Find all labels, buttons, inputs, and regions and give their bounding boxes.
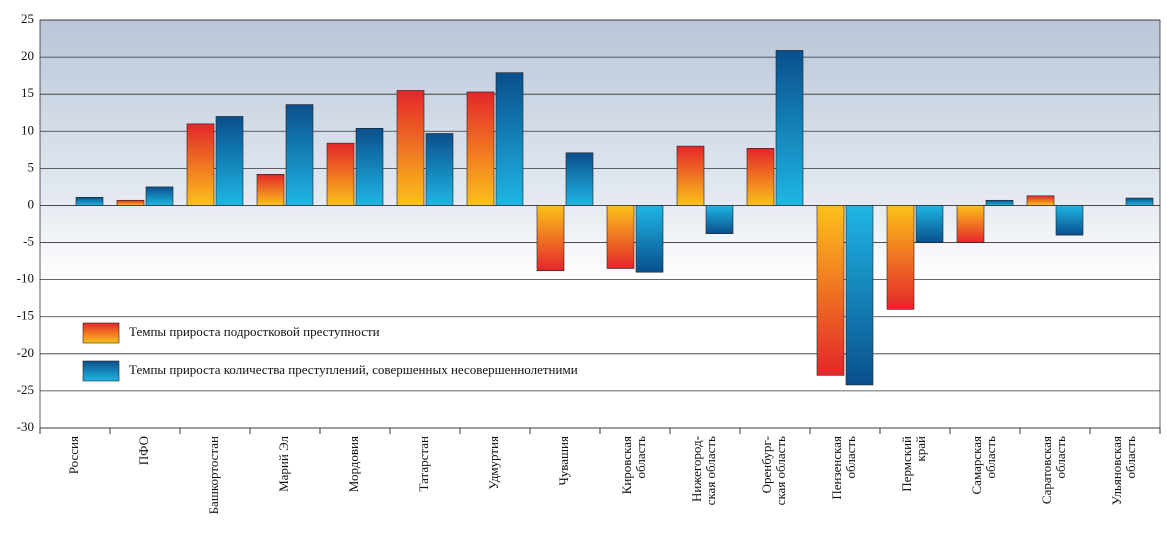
- x-tick-label: Кировская: [619, 436, 634, 494]
- bar: [186, 123, 215, 206]
- bar: [956, 205, 985, 243]
- bar: [495, 72, 524, 206]
- x-tick-label: Чувашия: [556, 436, 571, 486]
- bar: [116, 199, 145, 206]
- bar: [1026, 195, 1055, 206]
- y-tick-label: -5: [23, 234, 34, 249]
- x-tick-label: Россия: [66, 436, 81, 474]
- bar: [565, 152, 594, 206]
- y-tick-label: 0: [28, 196, 35, 211]
- x-tick-label: Мордовия: [346, 436, 361, 492]
- bar: [845, 205, 874, 386]
- x-tick-label: Пензенская: [829, 436, 844, 500]
- bar: [746, 148, 775, 206]
- x-tick-label: область: [1053, 436, 1068, 478]
- bar: [635, 205, 664, 273]
- bar: [985, 199, 1014, 206]
- x-tick-label: область: [843, 436, 858, 478]
- x-tick-label: Оренбург-: [759, 436, 774, 493]
- bar: [676, 145, 705, 206]
- x-tick-label: Татарстан: [416, 436, 431, 492]
- legend-label: Темпы прироста количества преступлений, …: [129, 362, 578, 377]
- y-tick-label: -10: [17, 271, 34, 286]
- x-tick-label: область: [633, 436, 648, 478]
- legend-label: Темпы прироста подростковой преступности: [129, 324, 380, 339]
- x-tick-label: ПФО: [136, 436, 151, 465]
- bar: [145, 186, 174, 206]
- bar: [326, 142, 355, 206]
- bar: [705, 205, 734, 234]
- bar: [886, 205, 915, 310]
- x-tick-label: Удмуртия: [486, 436, 501, 490]
- legend-swatch: [82, 360, 120, 382]
- x-tick-label: Саратовская: [1039, 436, 1054, 504]
- y-tick-label: 5: [28, 159, 35, 174]
- bar: [1125, 197, 1154, 206]
- bar: [775, 50, 804, 206]
- y-tick-label: -25: [17, 382, 34, 397]
- x-tick-label: Самарская: [969, 436, 984, 495]
- x-tick-label: Башкортостан: [206, 436, 221, 514]
- bar: [606, 205, 635, 269]
- bar: [816, 205, 845, 376]
- y-tick-label: 15: [21, 85, 34, 100]
- bar: [466, 91, 495, 206]
- x-tick-label: ская область: [773, 436, 788, 505]
- bar: [915, 205, 944, 243]
- bar: [285, 104, 314, 206]
- y-tick-label: 20: [21, 48, 34, 63]
- bar: [536, 205, 565, 272]
- x-tick-label: Нижегород-: [689, 436, 704, 502]
- bar: [425, 133, 454, 206]
- x-tick-label: ская область: [703, 436, 718, 505]
- bar: [215, 116, 244, 206]
- y-tick-label: 25: [21, 11, 34, 26]
- x-tick-label: Пермский: [899, 436, 914, 492]
- bar: [256, 173, 285, 206]
- bar: [75, 196, 104, 206]
- bar: [355, 128, 384, 206]
- x-tick-label: область: [1123, 436, 1138, 478]
- y-tick-label: -15: [17, 308, 34, 323]
- plot-bg-bottom: [40, 205, 1160, 281]
- legend-swatch: [82, 322, 120, 344]
- bar: [1055, 205, 1084, 236]
- bar: [396, 90, 425, 206]
- x-tick-label: область: [983, 436, 998, 478]
- x-tick-label: Ульяновская: [1109, 436, 1124, 505]
- x-tick-label: край: [913, 436, 928, 462]
- y-tick-label: 10: [21, 122, 34, 137]
- y-tick-label: -30: [17, 419, 34, 434]
- y-tick-label: -20: [17, 345, 34, 360]
- x-tick-label: Марий Эл: [276, 436, 291, 492]
